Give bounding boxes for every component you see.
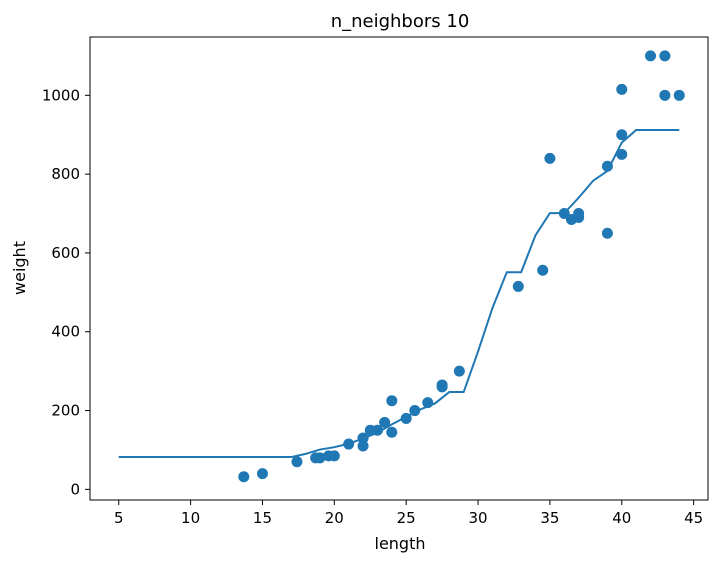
scatter-point <box>453 365 465 377</box>
scatter-point <box>601 227 613 239</box>
scatter-point <box>314 452 326 464</box>
scatter-point <box>386 395 398 407</box>
scatter-point <box>291 456 303 468</box>
x-tick-label: 15 <box>253 509 272 527</box>
scatter-point <box>379 416 391 428</box>
x-tick-label: 5 <box>114 509 124 527</box>
scatter-point <box>357 432 369 444</box>
scatter-point <box>238 471 250 483</box>
x-tick-label: 20 <box>325 509 344 527</box>
scatter-point <box>601 160 613 172</box>
y-tick-label: 200 <box>51 402 80 420</box>
y-tick-label: 0 <box>70 480 80 498</box>
scatter-point <box>386 426 398 438</box>
scatter-point <box>573 208 585 220</box>
y-tick-label: 600 <box>51 244 80 262</box>
scatter-point <box>343 438 355 450</box>
y-tick-label: 400 <box>51 323 80 341</box>
scatter-point <box>659 89 671 101</box>
chart-title: n_neighbors 10 <box>331 11 470 32</box>
x-tick-label: 35 <box>540 509 559 527</box>
x-axis: 5 10 15 20 25 30 35 40 45 <box>114 500 703 527</box>
scatter-point <box>659 50 671 62</box>
scatter-point <box>357 440 369 452</box>
scatter-point <box>422 397 434 409</box>
scatter-point <box>400 412 412 424</box>
scatter-point <box>537 264 549 276</box>
y-axis-label: weight <box>10 241 29 295</box>
scatter-point <box>256 468 268 480</box>
y-tick-label: 800 <box>51 165 80 183</box>
scatter-point <box>616 129 628 141</box>
scatter-point <box>436 379 448 391</box>
plot-frame <box>89 36 709 501</box>
scatter-point <box>616 83 628 95</box>
scatter-point <box>328 450 340 462</box>
x-tick-label: 10 <box>181 509 200 527</box>
plot-marks <box>118 50 685 483</box>
y-tick-label: 1000 <box>42 86 80 104</box>
x-tick-label: 30 <box>468 509 487 527</box>
x-tick-label: 40 <box>612 509 631 527</box>
y-axis: 0 200 400 600 800 1000 <box>42 86 90 498</box>
scatter-point <box>544 152 556 164</box>
scatter-point <box>616 148 628 160</box>
scatter-point <box>673 89 685 101</box>
x-axis-label: length <box>375 534 426 553</box>
scatter-point <box>409 405 421 417</box>
scatter-point <box>371 424 383 436</box>
prediction-line <box>118 128 680 459</box>
scatter-point <box>512 280 524 292</box>
scatter-point <box>645 50 657 62</box>
x-tick-label: 45 <box>684 509 703 527</box>
x-tick-label: 25 <box>397 509 416 527</box>
